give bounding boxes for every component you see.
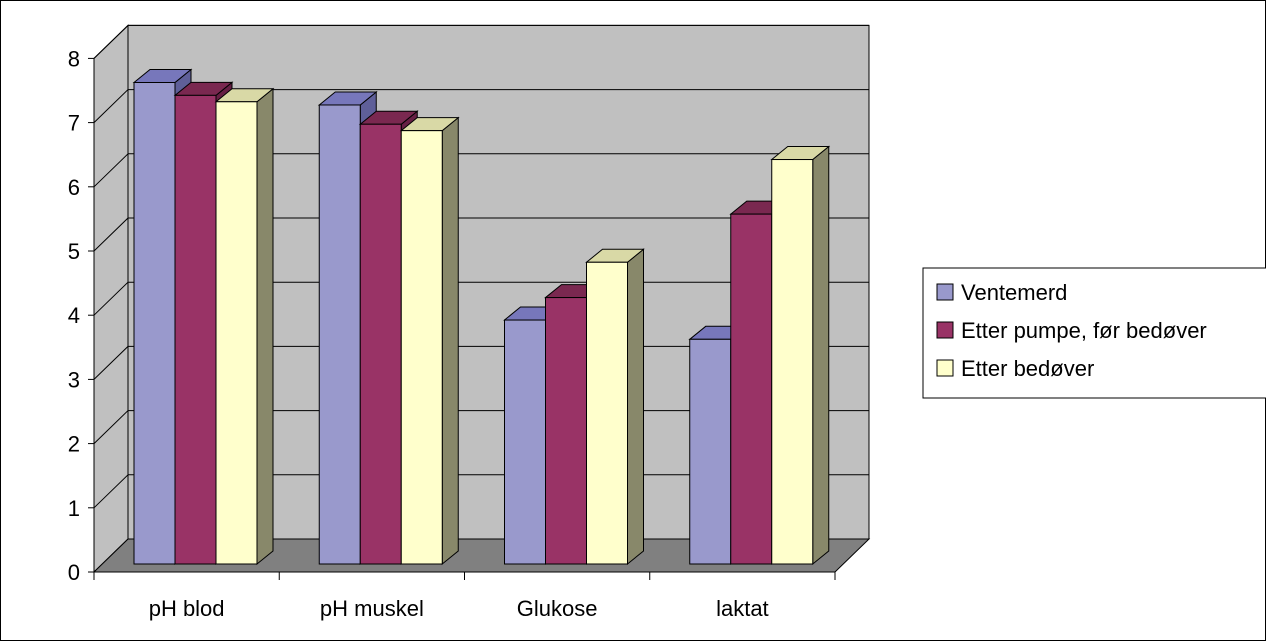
bar bbox=[214, 87, 275, 566]
gridline-side bbox=[93, 25, 129, 59]
legend-entry: Etter pumpe, før bedøver bbox=[961, 318, 1207, 343]
y-tick-label: 7 bbox=[68, 111, 80, 136]
legend-box bbox=[922, 267, 1266, 399]
bar bbox=[399, 116, 460, 566]
legend: Ventemerd Etter pumpe, før bedøver Etter b… bbox=[922, 267, 1266, 399]
y-tick-label: 2 bbox=[68, 432, 80, 457]
bar-front bbox=[359, 123, 402, 565]
bar-front bbox=[689, 338, 732, 565]
x-category-labels: pH blod pH muskel Glukose laktat bbox=[149, 596, 769, 621]
y-tick-label: 3 bbox=[68, 367, 80, 392]
legend-entry: Ventemerd bbox=[961, 280, 1067, 305]
bar-side bbox=[812, 145, 830, 566]
bar-side bbox=[256, 87, 274, 566]
x-category-label: pH muskel bbox=[320, 596, 424, 621]
bar-side bbox=[441, 116, 459, 566]
y-tick-label: 1 bbox=[68, 496, 80, 521]
bar-front bbox=[400, 130, 443, 565]
legend-swatch bbox=[936, 359, 954, 377]
y-tick-label: 6 bbox=[68, 175, 80, 200]
bar-front bbox=[545, 297, 587, 565]
bar-side bbox=[627, 248, 644, 566]
bar-front bbox=[504, 319, 546, 565]
gridline-side bbox=[93, 281, 129, 316]
y-tick-label: 4 bbox=[68, 303, 80, 328]
x-category-label: pH blod bbox=[149, 596, 225, 621]
bar-front bbox=[174, 94, 217, 565]
gridline-side bbox=[93, 153, 129, 188]
x-category-label: Glukose bbox=[517, 596, 598, 621]
gridline-side bbox=[93, 346, 129, 380]
gridline-side bbox=[93, 474, 129, 509]
x-category-label: laktat bbox=[716, 596, 769, 621]
bar-front bbox=[215, 101, 258, 565]
legend-swatch bbox=[936, 321, 954, 339]
y-tick-label: 8 bbox=[68, 46, 80, 71]
y-tick-label: 0 bbox=[68, 560, 80, 585]
bar-front bbox=[771, 159, 814, 565]
bar-front bbox=[133, 82, 176, 565]
gridline-side bbox=[93, 89, 129, 123]
y-tick-label: 5 bbox=[68, 239, 80, 264]
legend-entry: Etter bedøver bbox=[961, 356, 1094, 381]
legend-swatch bbox=[936, 283, 954, 301]
axes bbox=[88, 57, 836, 580]
gridline-side bbox=[93, 217, 129, 252]
bar bbox=[585, 248, 645, 566]
bar bbox=[770, 145, 831, 566]
bar-front bbox=[318, 104, 361, 565]
y-tick-labels: 0 1 2 3 4 5 6 7 8 bbox=[68, 46, 80, 585]
bars bbox=[132, 68, 831, 566]
bar-front bbox=[586, 261, 628, 565]
gridline-side bbox=[93, 410, 129, 444]
bar-front bbox=[730, 213, 773, 565]
